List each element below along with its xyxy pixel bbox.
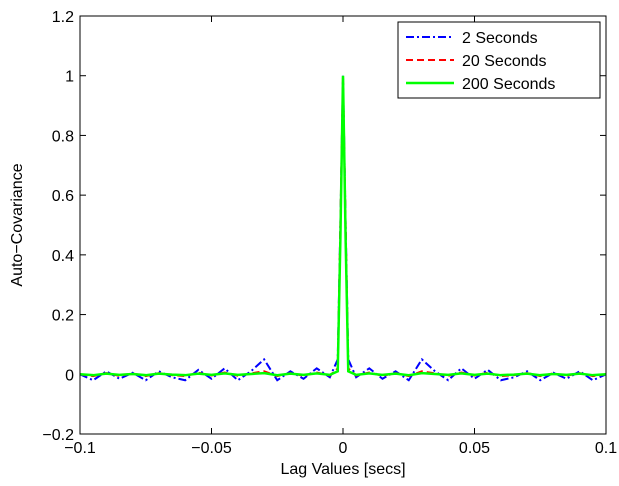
legend-label: 20 Seconds xyxy=(462,53,547,70)
y-tick-label: −0.2 xyxy=(42,427,74,444)
y-tick-label: 0.4 xyxy=(52,248,74,265)
y-tick-label: 1.2 xyxy=(52,9,74,26)
y-tick-label: 0.2 xyxy=(52,308,74,325)
y-axis-label: Auto−Covariance xyxy=(9,163,26,286)
plot-frame xyxy=(79,15,607,435)
y-tick-label: 1 xyxy=(65,69,74,86)
y-tick-label: 0 xyxy=(65,367,74,384)
x-axis-label: Lag Values [secs] xyxy=(280,461,405,478)
line-series xyxy=(79,75,607,377)
x-tick-label: 0.1 xyxy=(595,440,617,457)
legend-label: 2 Seconds xyxy=(462,30,538,47)
y-tick-label: 0.6 xyxy=(52,188,74,205)
x-tick-label: −0.05 xyxy=(191,440,232,457)
y-tick-label: 0.8 xyxy=(52,128,74,145)
legend-label: 200 Seconds xyxy=(462,76,555,93)
x-tick-label: 0.05 xyxy=(459,440,490,457)
x-tick-label: 0 xyxy=(339,440,348,457)
x-tick-label: −0.1 xyxy=(64,440,96,457)
